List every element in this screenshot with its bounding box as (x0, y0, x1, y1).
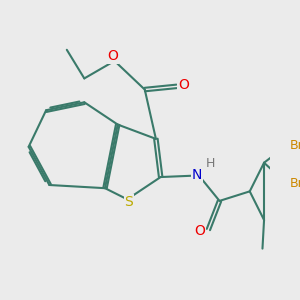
Text: N: N (192, 168, 202, 182)
Text: H: H (205, 157, 215, 170)
Text: O: O (178, 78, 189, 92)
Text: O: O (107, 49, 118, 63)
Text: Br: Br (290, 139, 300, 152)
Text: S: S (124, 195, 133, 209)
Text: Br: Br (290, 177, 300, 190)
Text: O: O (194, 224, 205, 238)
